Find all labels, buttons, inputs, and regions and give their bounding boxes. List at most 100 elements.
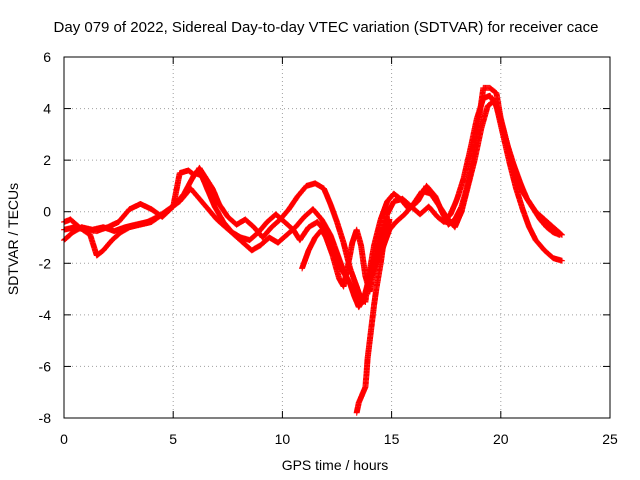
data-point xyxy=(268,236,271,239)
data-point xyxy=(506,143,509,146)
axis-ticks: 0 5 10 15 20 25 -8 -6 -4 -2 0 2 4 6 xyxy=(39,49,618,447)
data-point xyxy=(96,230,98,232)
data-point xyxy=(211,187,214,190)
y-tick-label: 4 xyxy=(43,101,51,117)
data-point xyxy=(513,169,515,172)
data-point xyxy=(248,239,251,241)
data-point xyxy=(386,200,389,203)
data-point xyxy=(187,169,190,172)
data-point xyxy=(342,285,345,288)
data-point xyxy=(74,226,76,228)
data-point xyxy=(366,357,369,360)
y-tick-label: 0 xyxy=(43,204,51,220)
data-point xyxy=(371,321,373,324)
data-point xyxy=(561,234,563,236)
data-point xyxy=(283,221,286,223)
data-point xyxy=(259,244,262,246)
data-point xyxy=(347,265,349,267)
data-point xyxy=(482,87,485,89)
data-point xyxy=(552,226,554,228)
data-point xyxy=(111,239,113,241)
data-point xyxy=(365,373,368,376)
data-point xyxy=(85,229,87,231)
data-point xyxy=(117,221,120,223)
data-point xyxy=(251,249,253,252)
data-point xyxy=(307,249,310,252)
data-point xyxy=(331,254,334,257)
data-point xyxy=(198,167,201,169)
data-point xyxy=(436,216,439,218)
data-point xyxy=(377,275,380,278)
data-point xyxy=(336,221,338,223)
y-tick-label: -8 xyxy=(39,410,52,426)
data-point xyxy=(379,218,382,221)
data-point xyxy=(489,87,491,89)
data-point xyxy=(205,177,207,179)
data-point xyxy=(399,198,402,200)
data-point xyxy=(493,100,496,102)
data-point xyxy=(349,283,351,285)
data-point xyxy=(454,218,456,221)
data-point xyxy=(425,185,428,187)
data-point xyxy=(454,226,456,228)
data-point xyxy=(364,301,367,303)
series-track-c xyxy=(61,84,565,305)
data-point xyxy=(279,218,282,221)
data-point xyxy=(379,262,382,265)
data-point xyxy=(296,195,299,197)
data-point xyxy=(222,221,225,223)
data-point xyxy=(364,386,367,388)
data-point xyxy=(194,174,196,177)
data-point xyxy=(388,218,391,221)
data-point xyxy=(305,185,308,187)
data-point xyxy=(325,236,327,239)
data-point xyxy=(299,239,301,241)
data-point xyxy=(213,205,216,208)
data-point xyxy=(183,192,185,195)
data-point xyxy=(539,218,541,221)
data-point xyxy=(528,226,530,228)
series-track-d xyxy=(299,219,393,295)
data-point xyxy=(314,236,317,239)
data-point xyxy=(286,234,288,236)
data-point xyxy=(386,213,389,216)
x-tick-label: 20 xyxy=(493,431,509,447)
data-point xyxy=(360,244,362,246)
data-point xyxy=(307,226,310,228)
data-point xyxy=(543,249,546,252)
data-point xyxy=(373,267,375,270)
data-point xyxy=(462,177,465,179)
y-tick-label: -4 xyxy=(39,307,52,323)
data-point xyxy=(552,231,554,234)
data-point xyxy=(312,208,314,210)
data-point xyxy=(207,190,209,192)
data-point xyxy=(467,182,469,185)
data-point xyxy=(521,208,524,210)
data-point xyxy=(161,216,164,218)
data-point xyxy=(150,208,153,210)
data-point xyxy=(417,200,419,203)
x-tick-label: 10 xyxy=(275,431,291,447)
data-point xyxy=(69,218,72,221)
data-point xyxy=(139,223,142,226)
data-point xyxy=(373,244,375,246)
data-point xyxy=(393,192,395,195)
data-point xyxy=(545,226,548,228)
y-tick-label: -6 xyxy=(39,358,52,374)
data-point xyxy=(172,205,174,208)
data-point xyxy=(362,391,365,394)
data-point xyxy=(106,226,109,228)
data-point xyxy=(469,149,472,151)
data-point xyxy=(301,267,303,270)
data-point xyxy=(473,146,476,149)
data-point xyxy=(434,195,437,197)
y-tick-label: 6 xyxy=(43,49,51,65)
data-point xyxy=(288,208,290,210)
data-point xyxy=(355,229,358,231)
data-point xyxy=(360,396,362,399)
data-point xyxy=(552,257,554,259)
data-point xyxy=(235,223,238,226)
data-point xyxy=(369,290,371,293)
